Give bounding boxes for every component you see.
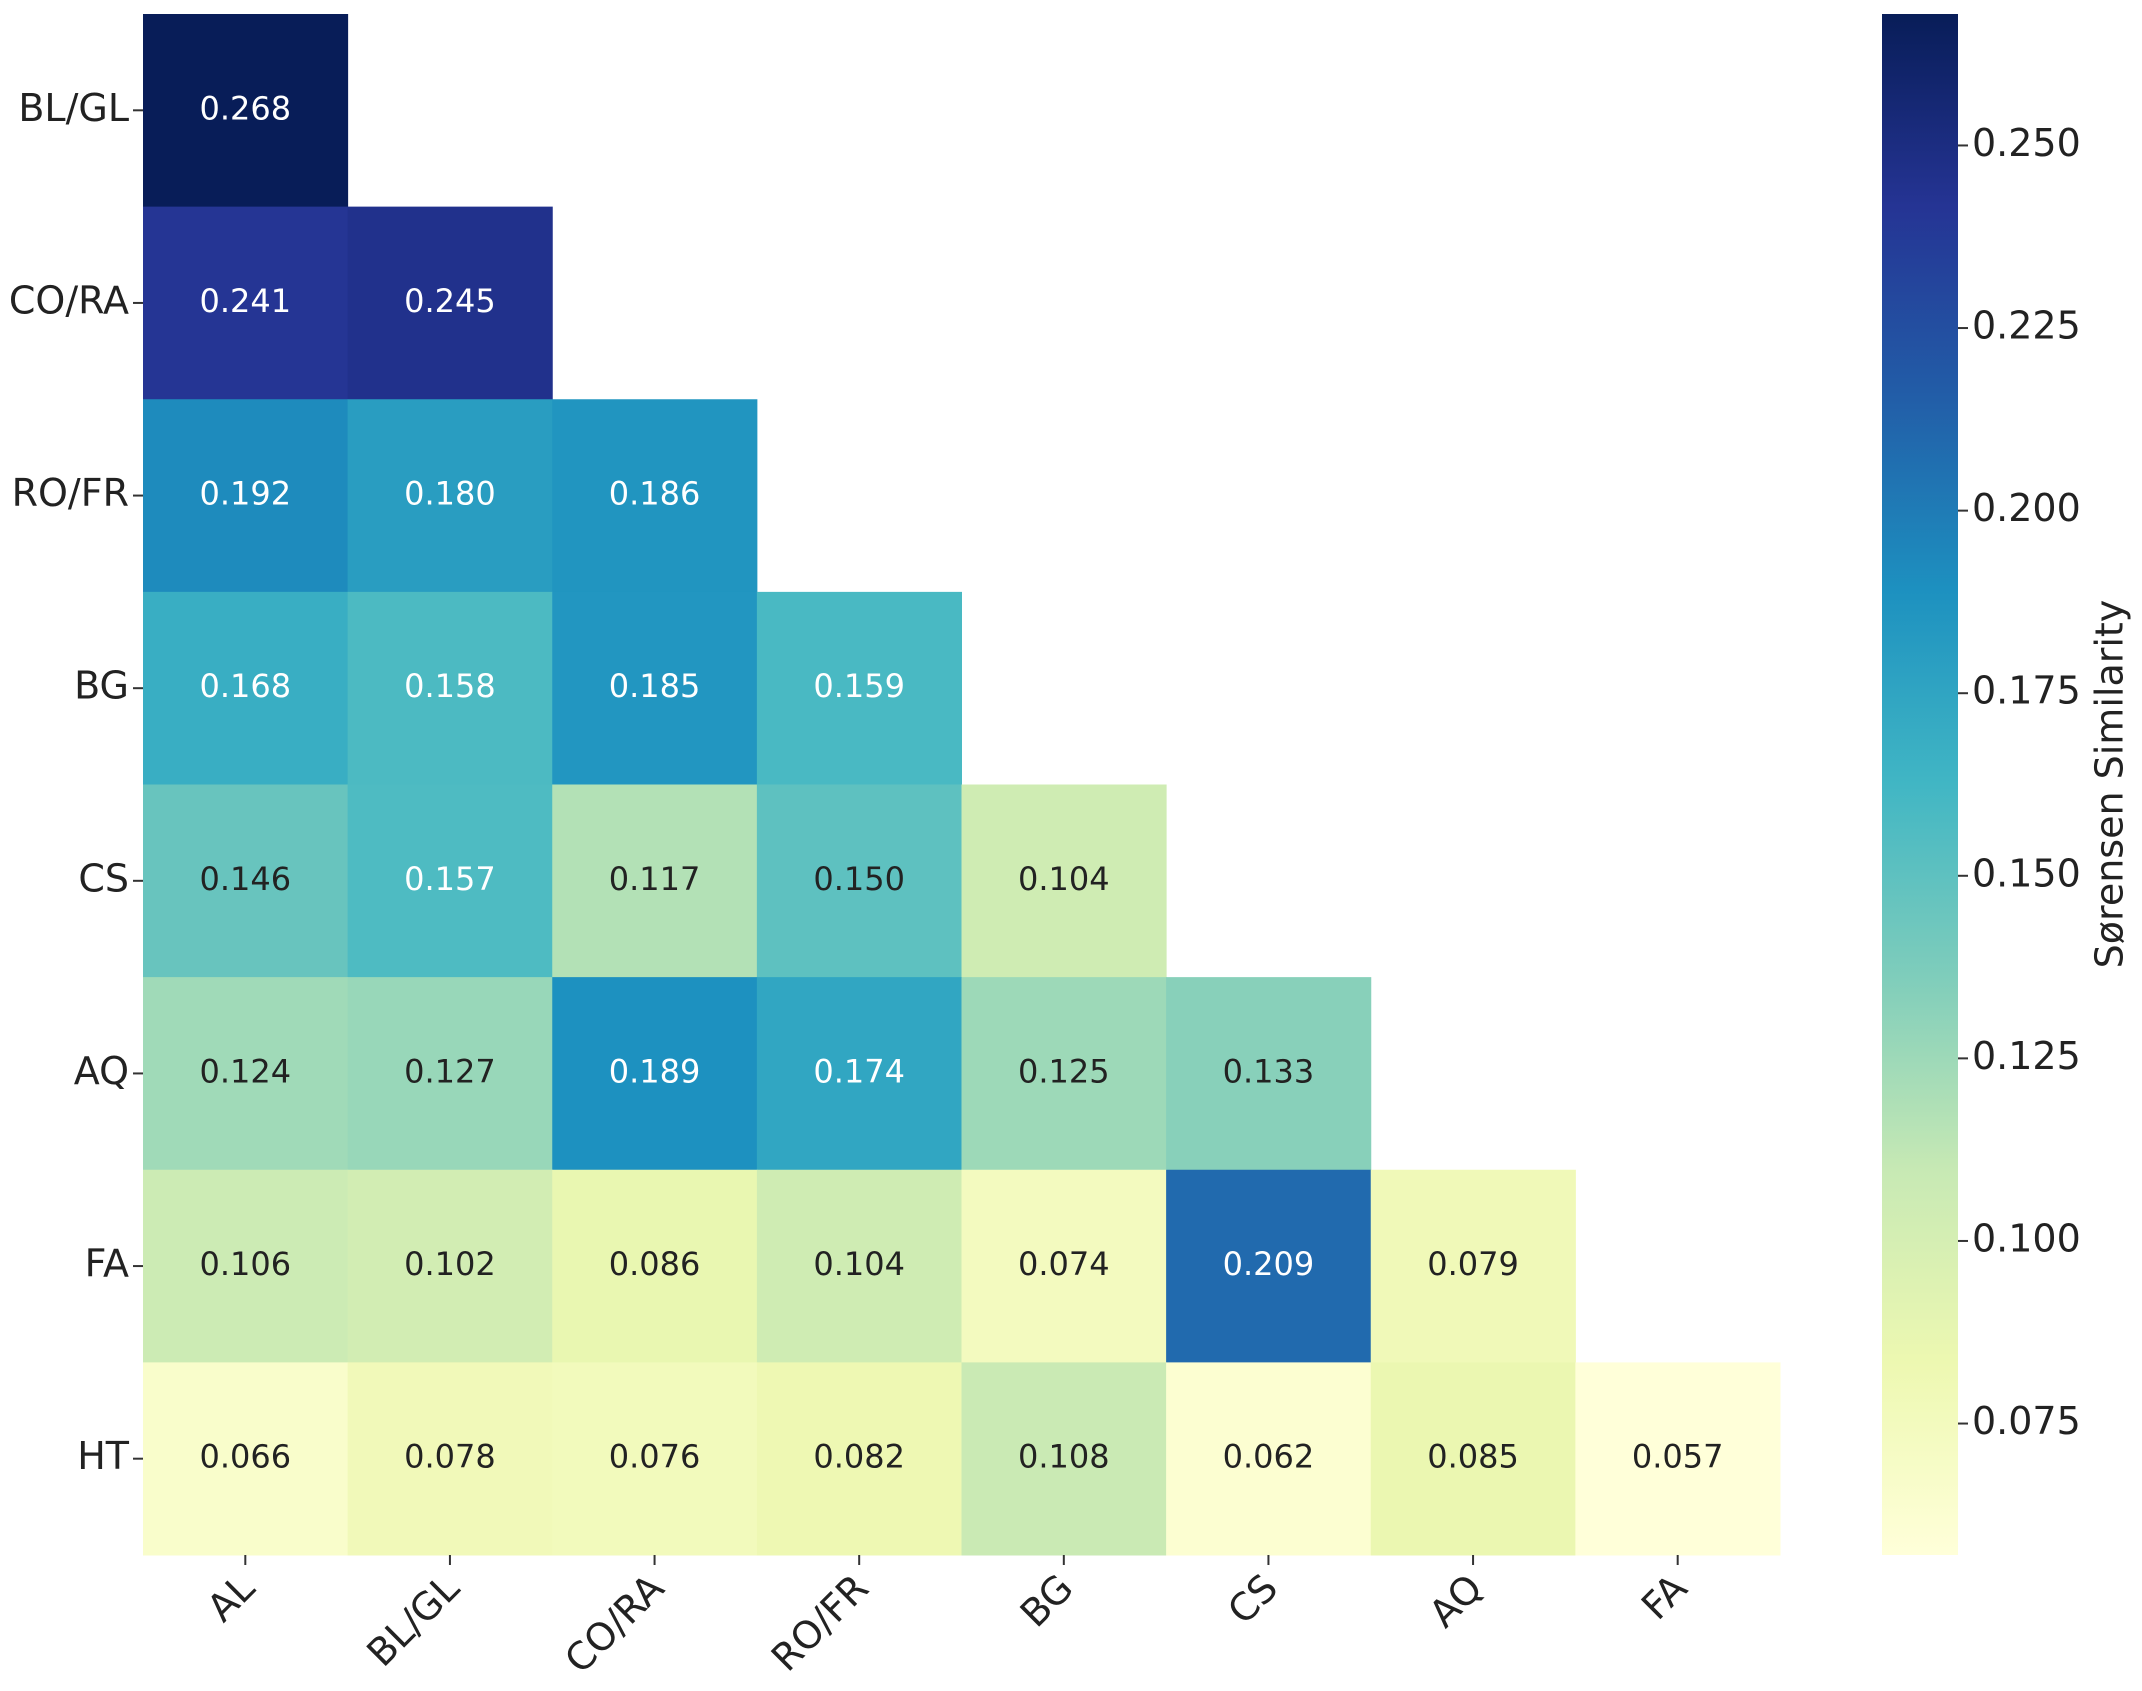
heatmap-cell [552, 591, 758, 785]
heatmap-cell [1575, 1362, 1781, 1556]
heatmap-cell [552, 784, 758, 978]
cell-label: 0.082 [813, 1438, 905, 1476]
heatmap-cell [143, 591, 349, 785]
heatmap-cell [347, 1169, 553, 1363]
y-tick-label: BG [74, 664, 129, 708]
y-tick-label: FA [85, 1242, 129, 1286]
heatmap-cell [552, 399, 758, 593]
colorbar [1882, 14, 1958, 1555]
cell-label: 0.192 [200, 475, 292, 513]
heatmap-cell [347, 977, 553, 1171]
heatmap-cell [347, 784, 553, 978]
colorbar-tick-label: 0.100 [1972, 1216, 2081, 1260]
x-tick-label: BL/GL [358, 1566, 467, 1675]
heatmap-cell [143, 784, 349, 978]
heatmap-cell [347, 591, 553, 785]
heatmap-cell [1370, 1169, 1576, 1363]
y-tick-label: BL/GL [18, 86, 129, 130]
heatmap-cell [756, 591, 962, 785]
cell-label: 0.127 [404, 1052, 496, 1090]
cell-label: 0.117 [609, 860, 701, 898]
heatmap-cell [1166, 977, 1372, 1171]
cell-label: 0.241 [200, 282, 292, 320]
cell-label: 0.168 [200, 667, 292, 705]
cell-label: 0.079 [1427, 1245, 1519, 1283]
colorbar-tick-label: 0.175 [1972, 669, 2081, 713]
cell-label: 0.159 [813, 667, 905, 705]
cell-label: 0.125 [1018, 1052, 1110, 1090]
y-tick-label: RO/FR [12, 471, 129, 515]
cell-label: 0.245 [404, 282, 496, 320]
cell-label: 0.158 [404, 667, 496, 705]
cell-label: 0.268 [200, 89, 292, 127]
heatmap-cell [961, 1362, 1167, 1556]
colorbar-tick-label: 0.250 [1972, 121, 2081, 165]
cell-label: 0.209 [1223, 1245, 1315, 1283]
colorbar-tick-label: 0.200 [1972, 486, 2081, 530]
heatmap-cell [756, 1362, 962, 1556]
x-tick-label: RO/FR [763, 1566, 877, 1680]
y-tick-label: CO/RA [9, 278, 129, 322]
cell-label: 0.057 [1632, 1438, 1724, 1476]
cell-label: 0.074 [1018, 1245, 1110, 1283]
cell-label: 0.133 [1223, 1052, 1315, 1090]
x-tick-label: AL [199, 1566, 263, 1630]
y-tick-label: CS [78, 856, 129, 900]
heatmap-cell [347, 399, 553, 593]
cell-label: 0.174 [813, 1052, 905, 1090]
cell-label: 0.086 [609, 1245, 701, 1283]
heatmap-cell [1166, 1362, 1372, 1556]
cell-label: 0.108 [1018, 1438, 1110, 1476]
cell-label: 0.085 [1427, 1438, 1519, 1476]
colorbar-tick-label: 0.150 [1972, 851, 2081, 895]
cell-label: 0.104 [813, 1245, 905, 1283]
cell-label: 0.066 [200, 1438, 292, 1476]
cell-label: 0.146 [200, 860, 292, 898]
cell-label: 0.078 [404, 1438, 496, 1476]
cell-label: 0.157 [404, 860, 496, 898]
x-tick-label: AQ [1421, 1566, 1491, 1636]
heatmap-cell [756, 1169, 962, 1363]
x-tick-label: FA [1633, 1566, 1695, 1628]
heatmap-cell [143, 977, 349, 1171]
heatmap-cell [756, 784, 962, 978]
colorbar-tick-label: 0.125 [1972, 1034, 2081, 1078]
heatmap-cell [961, 1169, 1167, 1363]
colorbar-label: Sørensen Similarity [2088, 600, 2132, 969]
colorbar-tick-label: 0.075 [1972, 1399, 2081, 1443]
x-tick-label: CO/RA [556, 1566, 672, 1682]
x-tick-label: CS [1219, 1566, 1286, 1633]
heatmap-cell [347, 1362, 553, 1556]
heatmap-cell [961, 977, 1167, 1171]
cell-label: 0.186 [609, 475, 701, 513]
heatmap-cell [552, 1169, 758, 1363]
cell-label: 0.185 [609, 667, 701, 705]
heatmap-cell [756, 977, 962, 1171]
heatmap-cell [143, 14, 349, 208]
cell-label: 0.180 [404, 475, 496, 513]
cell-label: 0.102 [404, 1245, 496, 1283]
heatmap-cell [143, 206, 349, 400]
y-tick-label: AQ [74, 1049, 129, 1093]
cell-label: 0.124 [200, 1052, 292, 1090]
heatmap-cell [961, 784, 1167, 978]
cell-label: 0.062 [1223, 1438, 1315, 1476]
heatmap-cell [1166, 1169, 1372, 1363]
heatmap-cell [143, 1169, 349, 1363]
heatmap-cell [552, 977, 758, 1171]
heatmap-cell [1370, 1362, 1576, 1556]
heatmap-cell [143, 1362, 349, 1556]
colorbar-tick-label: 0.225 [1972, 304, 2081, 348]
x-tick-label: BG [1012, 1566, 1082, 1636]
heatmap-cell [347, 206, 553, 400]
heatmap-cell [552, 1362, 758, 1556]
cell-label: 0.189 [609, 1052, 701, 1090]
cell-label: 0.106 [200, 1245, 292, 1283]
cell-label: 0.104 [1018, 860, 1110, 898]
y-tick-label: HT [77, 1434, 130, 1478]
heatmap-cell [143, 399, 349, 593]
cell-label: 0.150 [813, 860, 905, 898]
cell-label: 0.076 [609, 1438, 701, 1476]
